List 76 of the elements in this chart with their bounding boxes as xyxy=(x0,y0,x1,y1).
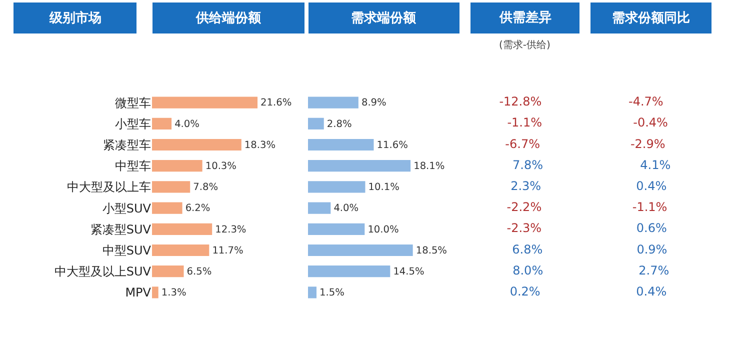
data-label: 1.3% xyxy=(161,288,186,299)
data-label: 0.6% xyxy=(636,221,667,236)
bar xyxy=(308,118,324,130)
data-label: 0.9% xyxy=(636,242,668,256)
data-label: 7.8% xyxy=(193,182,218,194)
data-label: -2.3% xyxy=(506,221,542,236)
bar xyxy=(308,160,411,172)
bar xyxy=(308,138,374,151)
bar xyxy=(152,138,242,151)
data-label: 2.7% xyxy=(638,263,670,278)
text: (需求-供给) xyxy=(499,39,551,51)
bar xyxy=(152,118,172,130)
data-label: 8.9% xyxy=(361,98,386,109)
bar xyxy=(152,244,210,256)
data-label: 12.3% xyxy=(215,224,246,236)
text: 需求份额同比 xyxy=(612,10,690,26)
data-label: 6.5% xyxy=(186,266,212,278)
bar xyxy=(152,266,184,278)
data-label: 11.7% xyxy=(212,245,244,256)
data-label: 18.5% xyxy=(416,245,447,256)
data-label: -2.2% xyxy=(506,200,542,214)
bar xyxy=(152,96,258,108)
bar xyxy=(308,181,366,193)
y-tick-label: 小型车 xyxy=(115,116,151,131)
data-label: 21.6% xyxy=(260,98,292,109)
data-label: 0.4% xyxy=(636,178,667,193)
data-label: 14.5% xyxy=(393,266,424,278)
data-label: -1.1% xyxy=(632,200,668,214)
data-label: 7.8% xyxy=(512,158,544,172)
y-tick-label: 紧凑型车 xyxy=(103,138,151,152)
y-tick-label: 中型SUV xyxy=(102,243,152,258)
bar xyxy=(308,202,331,214)
data-label: 18.3% xyxy=(244,140,276,151)
data-label: 10.1% xyxy=(368,182,400,194)
data-label: -0.4% xyxy=(633,116,668,130)
data-label: 1.5% xyxy=(320,288,344,299)
data-label: 10.3% xyxy=(205,160,236,172)
bar xyxy=(152,223,212,235)
y-tick-label: 紧凑型SUV xyxy=(90,222,152,236)
data-label: 6.2% xyxy=(185,203,210,214)
data-label: -2.9% xyxy=(630,136,666,151)
y-tick-label: MPV xyxy=(125,286,152,300)
data-label: 8.0% xyxy=(512,263,544,278)
y-tick-label: 中大型及以上SUV xyxy=(54,264,152,279)
bar xyxy=(308,244,413,256)
data-label: 2.3% xyxy=(510,178,542,193)
y-tick-label: 小型SUV xyxy=(102,201,152,216)
data-label: 11.6% xyxy=(376,140,408,151)
data-label: 6.8% xyxy=(512,242,543,256)
data-label: 10.0% xyxy=(368,224,399,236)
data-label: 4.1% xyxy=(640,158,671,172)
data-label: 0.2% xyxy=(510,284,540,298)
data-label: 2.8% xyxy=(326,118,352,130)
bar xyxy=(308,286,316,298)
bar xyxy=(152,160,202,172)
y-tick-label: 中大型及以上车 xyxy=(67,180,151,194)
bar xyxy=(308,223,365,235)
y-tick-label: 中型车 xyxy=(115,159,151,174)
chart-title: 需求端份额 xyxy=(351,10,417,26)
data-label: -1.1% xyxy=(507,116,542,130)
y-axis-title: 级别市场 xyxy=(48,10,102,26)
chart-title: 供给端份额 xyxy=(195,10,262,26)
bar xyxy=(152,202,182,214)
bar xyxy=(152,181,190,193)
bar xyxy=(308,266,390,278)
data-label: -4.7% xyxy=(628,94,664,109)
bar xyxy=(308,96,358,108)
data-label: 4.0% xyxy=(334,203,359,214)
data-label: -12.8% xyxy=(499,94,542,109)
data-label: 4.0% xyxy=(174,118,200,130)
data-label: 0.4% xyxy=(636,284,667,298)
y-tick-label: 微型车 xyxy=(115,96,151,110)
data-label: 18.1% xyxy=(414,160,445,172)
data-label: -6.7% xyxy=(505,136,540,151)
text: 供需差异 xyxy=(498,10,552,26)
bar xyxy=(152,286,158,298)
